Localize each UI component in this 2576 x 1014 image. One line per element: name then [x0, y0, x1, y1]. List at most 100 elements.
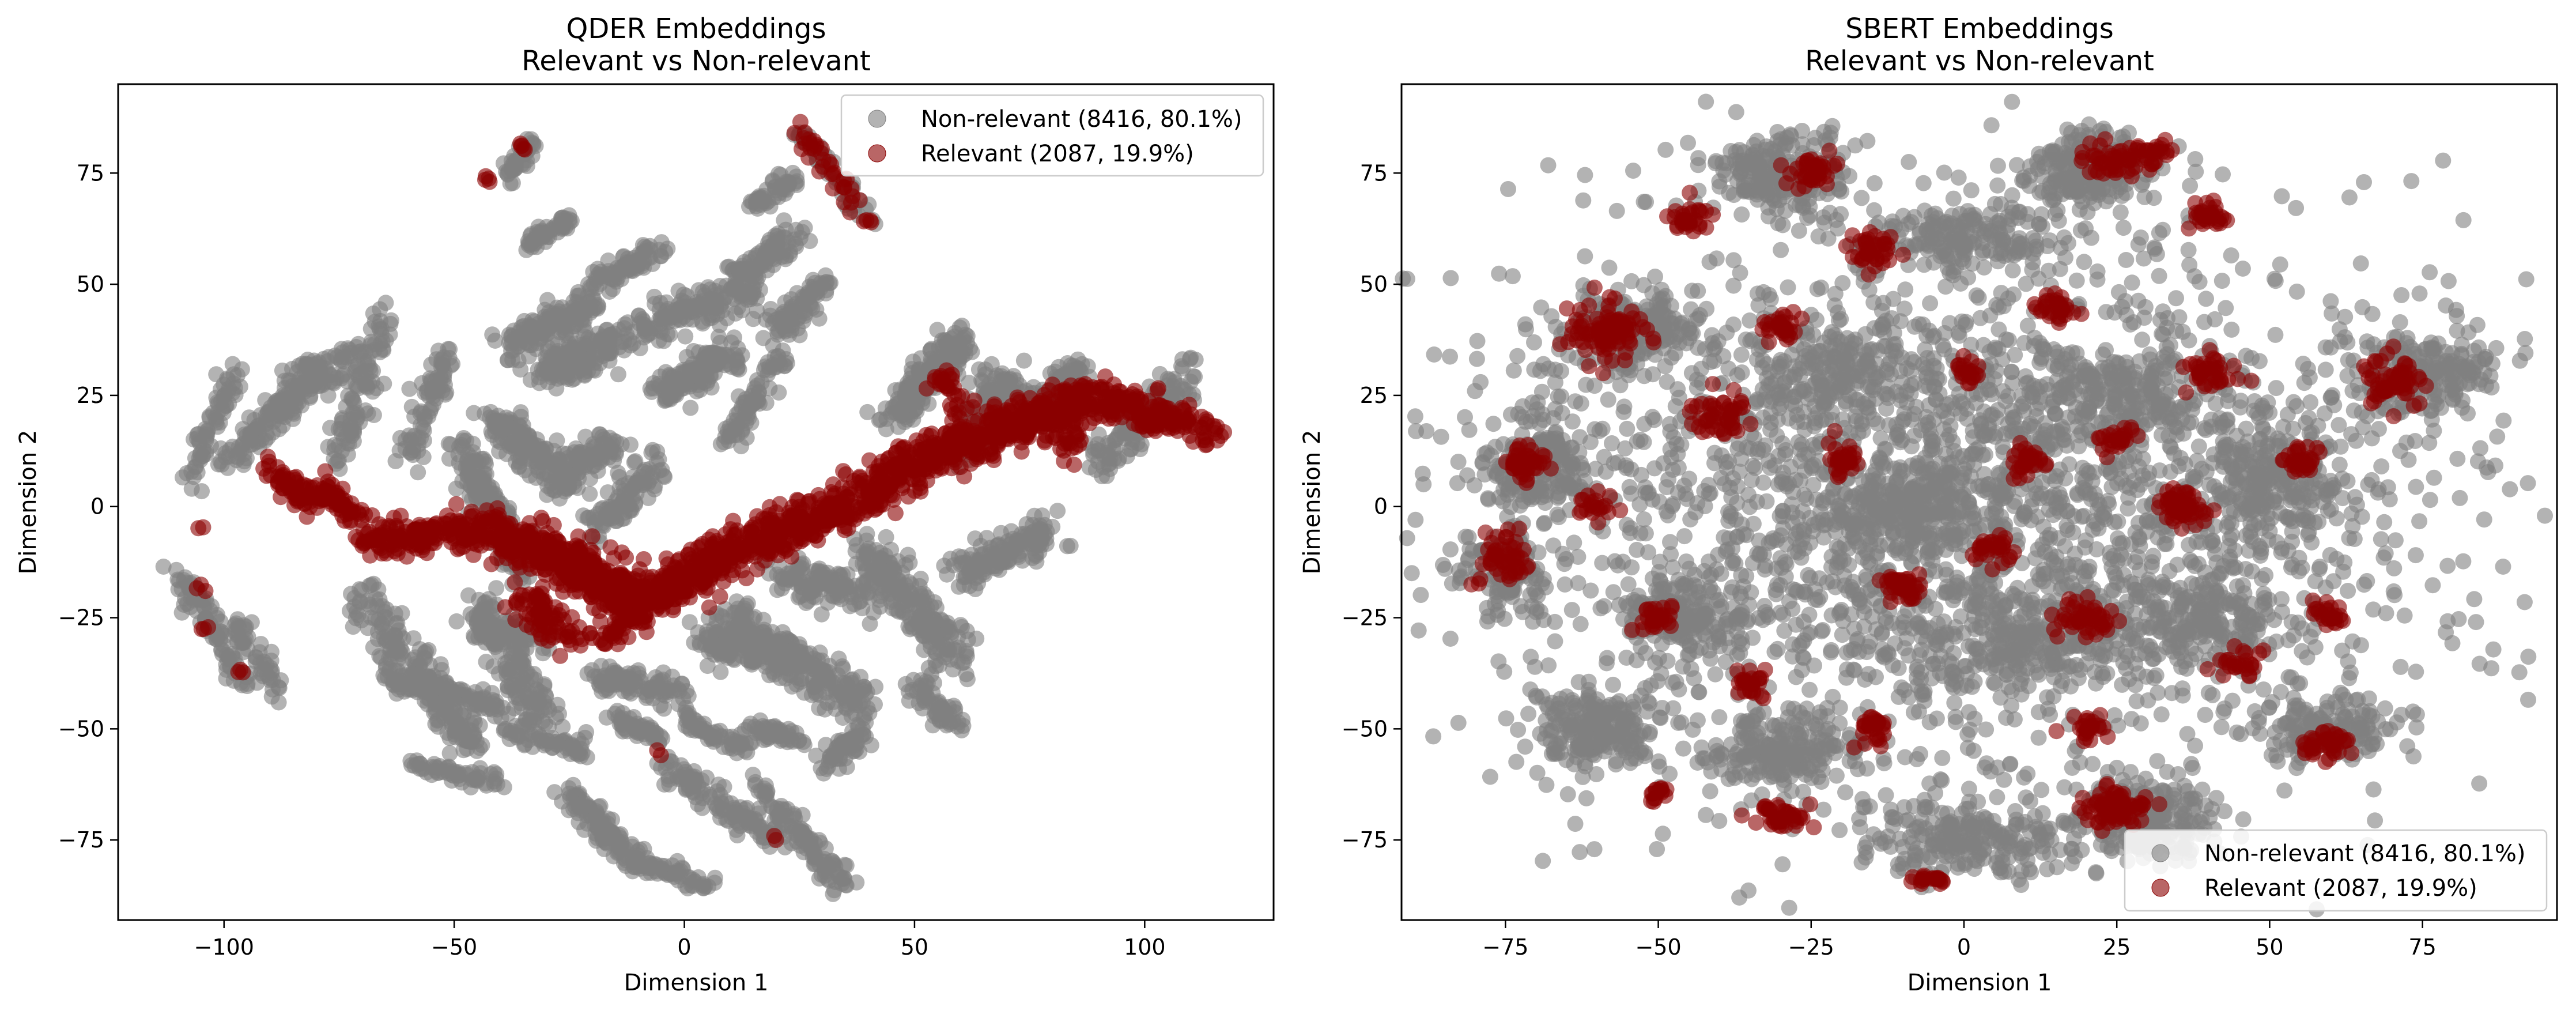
data-point [958, 643, 975, 659]
data-point [345, 392, 361, 409]
data-point [741, 410, 757, 426]
data-point [742, 250, 758, 266]
data-point [872, 550, 889, 567]
data-point [902, 609, 918, 626]
data-point [487, 333, 504, 349]
data-point [671, 312, 688, 329]
data-point [781, 175, 798, 191]
data-point [322, 420, 338, 436]
data-point [473, 451, 490, 468]
data-point [428, 351, 445, 368]
data-point [377, 295, 394, 311]
data-point [534, 732, 550, 749]
data-point [936, 557, 953, 574]
data-point [672, 868, 689, 885]
data-point [508, 718, 524, 734]
series-non-relevant [155, 125, 1204, 902]
data-point [991, 536, 1007, 553]
data-point [213, 440, 229, 457]
data-point [248, 674, 265, 691]
data-point [329, 453, 346, 469]
data-point [352, 593, 368, 609]
qder-title-line-1: QDER Embeddings [566, 13, 826, 45]
data-point [320, 387, 337, 404]
data-point [242, 429, 259, 446]
data-point [710, 353, 727, 370]
data-point [541, 454, 557, 471]
data-point [450, 681, 467, 698]
data-point [622, 436, 639, 453]
data-point [562, 469, 579, 486]
data-point [199, 427, 216, 443]
data-point [482, 766, 499, 782]
data-point [821, 275, 837, 292]
data-point [375, 667, 392, 684]
data-point [1026, 507, 1043, 524]
data-point [539, 292, 556, 308]
data-point [656, 776, 673, 793]
data-point [776, 212, 792, 229]
data-point [548, 709, 564, 726]
data-point [168, 561, 184, 578]
data-point [757, 721, 773, 737]
data-point [526, 704, 542, 721]
data-point [859, 526, 875, 542]
data-point [1015, 352, 1032, 369]
data-point [1081, 459, 1098, 476]
data-point [320, 439, 337, 455]
data-point [372, 344, 388, 360]
data-point [216, 376, 232, 393]
data-point [766, 640, 783, 657]
data-point [699, 658, 716, 674]
data-point [931, 693, 947, 710]
data-point [183, 463, 200, 480]
data-point [993, 368, 1010, 385]
data-point [579, 510, 596, 526]
data-point [448, 480, 464, 497]
data-point [401, 380, 418, 397]
data-point [673, 292, 690, 309]
data-point [677, 328, 694, 345]
data-point [1059, 538, 1075, 555]
data-point [731, 265, 748, 282]
data-point [155, 559, 172, 575]
data-point [610, 844, 626, 861]
data-point [237, 621, 254, 638]
data-point [558, 740, 575, 757]
data-point [729, 827, 746, 844]
data-point [793, 575, 809, 592]
data-point [841, 740, 858, 757]
data-point [523, 669, 539, 685]
data-point [629, 727, 645, 744]
data-point [689, 359, 705, 376]
data-point [690, 717, 707, 734]
data-point [688, 383, 705, 399]
data-point [218, 670, 235, 687]
data-point [673, 380, 690, 397]
data-point [926, 708, 943, 725]
data-point [847, 688, 863, 705]
data-point [352, 581, 368, 598]
data-point [569, 451, 586, 468]
data-point [646, 481, 663, 497]
data-point [750, 393, 766, 410]
data-point [968, 564, 984, 580]
data-point [658, 294, 675, 311]
data-point [469, 772, 485, 789]
data-point [669, 853, 686, 869]
data-point [186, 431, 202, 448]
data-point [1049, 503, 1066, 519]
data-point [300, 358, 316, 375]
data-point [520, 428, 537, 444]
data-point [618, 495, 634, 511]
data-point [694, 314, 711, 330]
data-point [892, 580, 908, 597]
data-point [685, 343, 702, 359]
data-point [883, 562, 900, 579]
data-point [696, 880, 712, 896]
data-point [577, 428, 594, 445]
data-point [192, 445, 209, 462]
data-point [270, 694, 287, 711]
data-point [722, 645, 738, 662]
data-point [938, 637, 955, 654]
